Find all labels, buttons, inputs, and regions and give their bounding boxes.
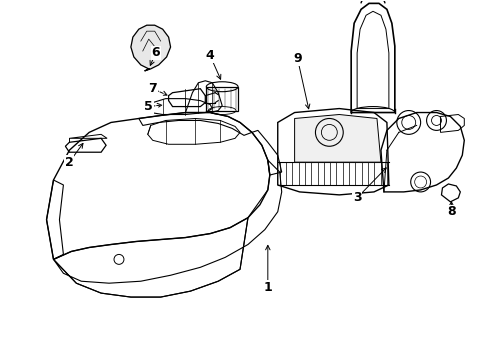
- Text: 5: 5: [145, 100, 153, 113]
- Text: 2: 2: [65, 156, 74, 168]
- Polygon shape: [294, 114, 381, 162]
- Text: 7: 7: [148, 82, 157, 95]
- Polygon shape: [131, 25, 171, 71]
- Text: 4: 4: [206, 49, 215, 63]
- Text: 9: 9: [294, 53, 302, 66]
- Text: 8: 8: [447, 205, 456, 218]
- Text: 6: 6: [151, 46, 160, 59]
- Text: 3: 3: [353, 192, 362, 204]
- Text: 1: 1: [264, 281, 272, 294]
